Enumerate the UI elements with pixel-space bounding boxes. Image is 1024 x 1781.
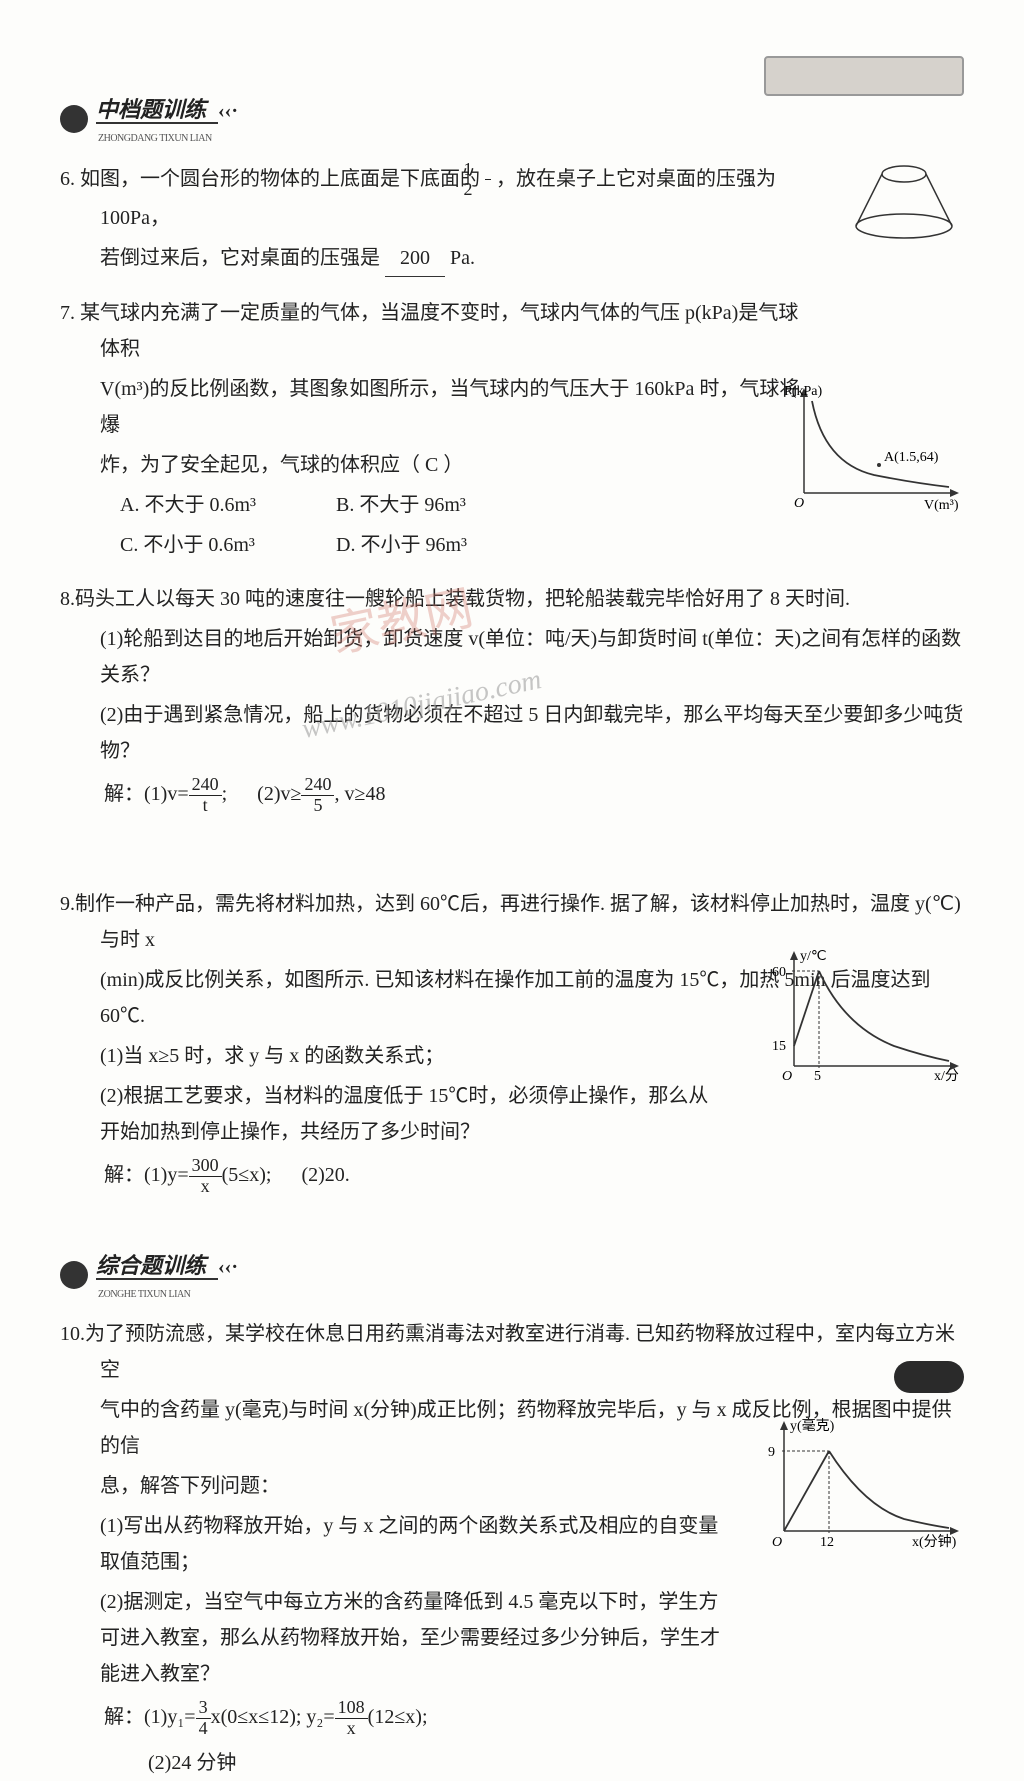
svg-text:60: 60 <box>772 965 786 980</box>
q9-num: 9. <box>60 893 75 915</box>
q7-xlabel: V(m³) <box>924 498 959 513</box>
q6-figure <box>844 160 964 240</box>
q9-answer: 解：(1)y=300x(5≤x); (2)20. <box>60 1156 964 1197</box>
q10-ylabel: y(毫克) <box>790 1417 835 1434</box>
q10-answer2: (2)24 分钟 <box>60 1745 964 1781</box>
section-title-mid: 中档题训练 <box>96 97 218 124</box>
q8-num: 8. <box>60 588 75 610</box>
q7-line1: 某气球内充满了一定质量的气体，当温度不变时，气球内气体的气压 p(kPa)是气球… <box>80 302 798 360</box>
problem-10: 10.为了预防流感，某学校在休息日用药熏消毒法对教室进行消毒. 已知药物释放过程… <box>60 1316 964 1781</box>
q10-answer: 解：(1)y₁=34x(0≤x≤12); y₂=108x(12≤x); <box>60 1698 964 1739</box>
problem-9: 9.制作一种产品，需先将材料加热，达到 60℃后，再进行操作. 据了解，该材料停… <box>60 886 964 1197</box>
q6-num: 6. <box>60 167 75 189</box>
section-icon2 <box>60 1261 88 1289</box>
q10-sub2: (2)据测定，当空气中每立方米的含药量降低到 4.5 毫克以下时，学生方可进入教… <box>60 1584 720 1692</box>
top-badge-decoration <box>764 56 964 96</box>
svg-text:9: 9 <box>768 1445 775 1460</box>
q10-num: 10. <box>60 1323 85 1345</box>
svg-text:O: O <box>772 1535 782 1550</box>
q10-figure: 9 12 O x(分钟) y(毫克) <box>754 1416 964 1556</box>
q8-intro: 码头工人以每天 30 吨的速度往一艘轮船上装载货物，把轮船装载完毕恰好用了 8 … <box>75 588 850 610</box>
q10-xlabel: x(分钟) <box>912 1533 957 1550</box>
q7-optC: C. 不小于 0.6m³ <box>120 527 256 563</box>
q9-sub1: (1)当 x≥5 时，求 y 与 x 的函数关系式； <box>60 1038 710 1074</box>
q7-line2: V(m³)的反比例函数，其图象如图所示，当气球内的气压大于 160kPa 时，气… <box>100 378 799 436</box>
q9-line1: 制作一种产品，需先将材料加热，达到 60℃后，再进行操作. 据了解，该材料停止加… <box>75 893 961 951</box>
q9-figure: 60 15 5 O x/分 y/℃ <box>764 946 964 1086</box>
q7-point: A(1.5,64) <box>884 450 939 465</box>
q10-sub1: (1)写出从药物释放开始，y 与 x 之间的两个函数关系式及相应的自变量取值范围… <box>60 1508 720 1580</box>
q7-line3: 炸，为了安全起见，气球的体积应（ C ） <box>100 454 463 476</box>
svg-text:5: 5 <box>814 1069 821 1084</box>
q6-text-a: 如图，一个圆台形的物体的上底面是下底面的 <box>80 167 480 189</box>
section-title-comp: 综合题训练 <box>96 1253 218 1280</box>
q6-answer: 200 <box>385 240 445 277</box>
section-sub-comp: ZONGHE TIXUN LIAN <box>98 1286 238 1304</box>
section-header-comp: 综合题训练‹‹· ZONGHE TIXUN LIAN <box>60 1246 964 1304</box>
q6-frac: 12 <box>485 160 491 201</box>
svg-text:O: O <box>794 496 804 511</box>
q7-num: 7. <box>60 302 75 324</box>
q9-sub2: (2)根据工艺要求，当材料的温度低于 15℃时，必须停止操作，那么从开始加热到停… <box>60 1078 710 1150</box>
q9-xlabel: x/分 <box>934 1068 959 1084</box>
svg-text:15: 15 <box>772 1039 786 1054</box>
q7-figure: P(kPa) V(m³) O A(1.5,64) <box>784 383 964 513</box>
problem-6: 6. 如图，一个圆台形的物体的上底面是下底面的 12 ，放在桌子上它对桌面的压强… <box>60 160 964 278</box>
q6-unit: Pa. <box>450 247 475 269</box>
q8-sub1: (1)轮船到达目的地后开始卸货，卸货速度 v(单位：吨/天)与卸货时间 t(单位… <box>60 621 964 693</box>
page-number-badge <box>894 1361 964 1393</box>
section-sub-mid: ZHONGDANG TIXUN LIAN <box>98 130 238 148</box>
q7-optB: B. 不大于 96m³ <box>336 487 467 523</box>
problem-8: 8.码头工人以每天 30 吨的速度往一艘轮船上装载货物，把轮船装载完毕恰好用了 … <box>60 581 964 816</box>
section-icon <box>60 105 88 133</box>
svg-text:O: O <box>782 1069 792 1084</box>
q7-optD: D. 不小于 96m³ <box>336 527 467 563</box>
q10-line1: 为了预防流感，某学校在休息日用药熏消毒法对教室进行消毒. 已知药物释放过程中，室… <box>85 1323 955 1381</box>
q6-text-c: 若倒过来后，它对桌面的压强是 <box>100 247 380 269</box>
problem-7: 7. 某气球内充满了一定质量的气体，当温度不变时，气球内气体的气压 p(kPa)… <box>60 295 964 563</box>
q9-ylabel: y/℃ <box>800 949 827 964</box>
section-header-mid: 中档题训练‹‹· ZHONGDANG TIXUN LIAN <box>60 90 964 148</box>
q7-ylabel: P(kPa) <box>784 384 822 399</box>
q7-optA: A. 不大于 0.6m³ <box>120 487 256 523</box>
q8-sub2: (2)由于遇到紧急情况，船上的货物必须在不超过 5 日内卸载完毕，那么平均每天至… <box>60 697 964 769</box>
q8-answer: 解：(1)v=240t; (2)v≥2405, v≥48 <box>60 775 964 816</box>
svg-text:12: 12 <box>820 1535 834 1550</box>
